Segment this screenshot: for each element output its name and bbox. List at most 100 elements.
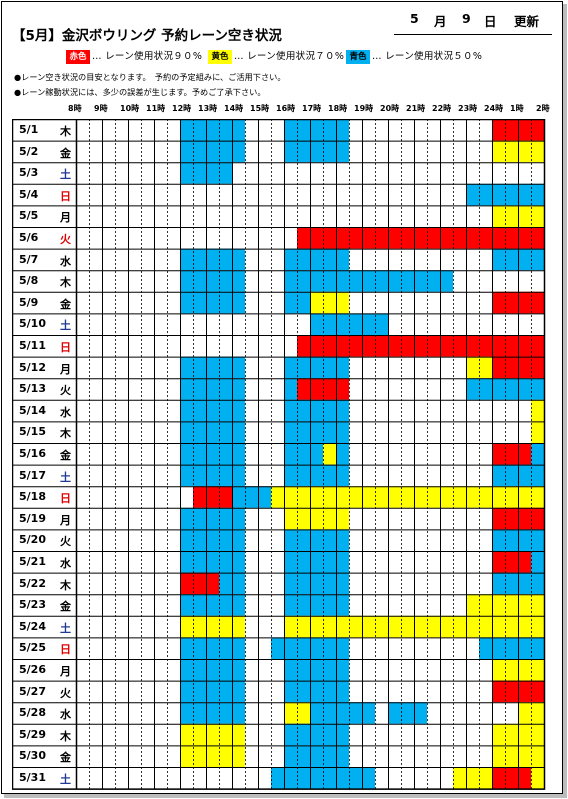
usage-cell	[531, 205, 544, 227]
usage-cell	[284, 745, 297, 767]
usage-cell	[284, 594, 297, 616]
usage-cell	[323, 378, 336, 400]
date-text: 5/23	[19, 598, 46, 612]
usage-cell	[206, 140, 219, 163]
weekday-text: 土	[60, 773, 71, 786]
usage-cell	[492, 572, 505, 595]
usage-cell	[505, 140, 518, 163]
usage-cell	[193, 421, 206, 443]
usage-cell	[531, 637, 544, 659]
usage-cell	[440, 335, 453, 357]
usage-cell	[531, 767, 544, 789]
usage-cell	[180, 572, 193, 595]
usage-cell	[492, 507, 505, 530]
usage-cell	[531, 615, 544, 638]
usage-cell	[505, 248, 518, 271]
usage-cell	[479, 378, 492, 400]
date-text: 5/24	[19, 619, 46, 633]
day-label: 5/5 月	[12, 209, 76, 231]
usage-cell	[193, 378, 206, 400]
usage-cell	[336, 399, 349, 422]
usage-cell	[388, 702, 401, 724]
grid-svg	[12, 119, 546, 790]
usage-cell	[492, 659, 505, 681]
usage-cell	[323, 507, 336, 530]
usage-cell	[206, 464, 219, 487]
usage-cell	[466, 767, 479, 789]
day-label: 5/28 水	[12, 706, 76, 728]
usage-cell	[206, 119, 219, 141]
usage-cell	[310, 551, 323, 573]
day-label: 5/31 土	[12, 771, 76, 793]
usage-cell	[219, 594, 232, 616]
weekday-text: 月	[60, 211, 71, 225]
usage-cell	[349, 227, 362, 249]
usage-cell	[492, 248, 505, 271]
usage-cell	[362, 486, 375, 508]
usage-cell	[297, 659, 310, 681]
usage-cell	[310, 637, 323, 659]
weekday-text: 木	[60, 276, 71, 290]
usage-cell	[388, 335, 401, 357]
usage-cell	[310, 227, 323, 249]
legend-swatch-red: 赤色	[66, 50, 90, 64]
usage-cell	[219, 464, 232, 487]
hour-label: 2時	[536, 104, 550, 113]
date-text: 5/13	[19, 382, 46, 396]
usage-cell	[284, 378, 297, 400]
usage-cell	[232, 378, 245, 400]
usage-cell	[297, 270, 310, 292]
usage-cell	[531, 335, 544, 357]
usage-cell	[193, 529, 206, 551]
usage-cell	[297, 443, 310, 465]
usage-cell	[206, 702, 219, 724]
weekday-text: 土	[60, 621, 71, 635]
usage-cell	[336, 680, 349, 703]
date-text: 5/11	[19, 339, 46, 352]
day-label: 5/29 木	[12, 728, 76, 750]
day-label: 5/3 土	[12, 166, 76, 188]
usage-cell	[518, 529, 531, 551]
usage-cell	[180, 659, 193, 681]
usage-cell	[284, 421, 297, 443]
usage-cell	[232, 659, 245, 681]
usage-cell	[180, 464, 193, 487]
usage-cell	[518, 615, 531, 638]
page-shadow-bottom	[4, 794, 567, 798]
usage-cell	[323, 572, 336, 595]
usage-cell	[518, 723, 531, 746]
usage-cell	[180, 119, 193, 141]
usage-cell	[232, 723, 245, 746]
usage-cell	[518, 745, 531, 767]
date-text: 5/6	[19, 231, 39, 244]
day-label: 5/2 金	[12, 145, 76, 167]
day-label: 5/1 木	[12, 123, 76, 145]
usage-cell	[492, 464, 505, 487]
day-label: 5/6 火	[12, 231, 76, 253]
usage-cell	[180, 637, 193, 659]
usage-cell	[479, 486, 492, 508]
usage-cell	[336, 551, 349, 573]
usage-cell	[232, 270, 245, 292]
usage-cell	[336, 507, 349, 530]
update-label: 更新	[514, 14, 540, 29]
usage-cell	[323, 702, 336, 724]
usage-cell	[232, 680, 245, 703]
legend-swatch-yellow: 黄色	[208, 50, 232, 64]
usage-cell	[323, 291, 336, 314]
usage-cell	[206, 291, 219, 314]
usage-cell	[492, 183, 505, 206]
day-label: 5/17 土	[12, 469, 76, 491]
update-date: 5 月 9 日 更新	[394, 9, 552, 35]
usage-cell	[414, 702, 427, 724]
usage-cell	[453, 335, 466, 357]
hour-label: 19時	[354, 104, 374, 113]
hour-label: 24時	[484, 104, 504, 113]
usage-cell	[336, 723, 349, 746]
usage-cell	[219, 529, 232, 551]
usage-cell	[297, 680, 310, 703]
day-label: 5/9 金	[12, 296, 76, 318]
date-text: 5/7	[19, 252, 39, 266]
date-text: 5/14	[19, 403, 46, 417]
date-text: 5/1	[19, 123, 39, 136]
